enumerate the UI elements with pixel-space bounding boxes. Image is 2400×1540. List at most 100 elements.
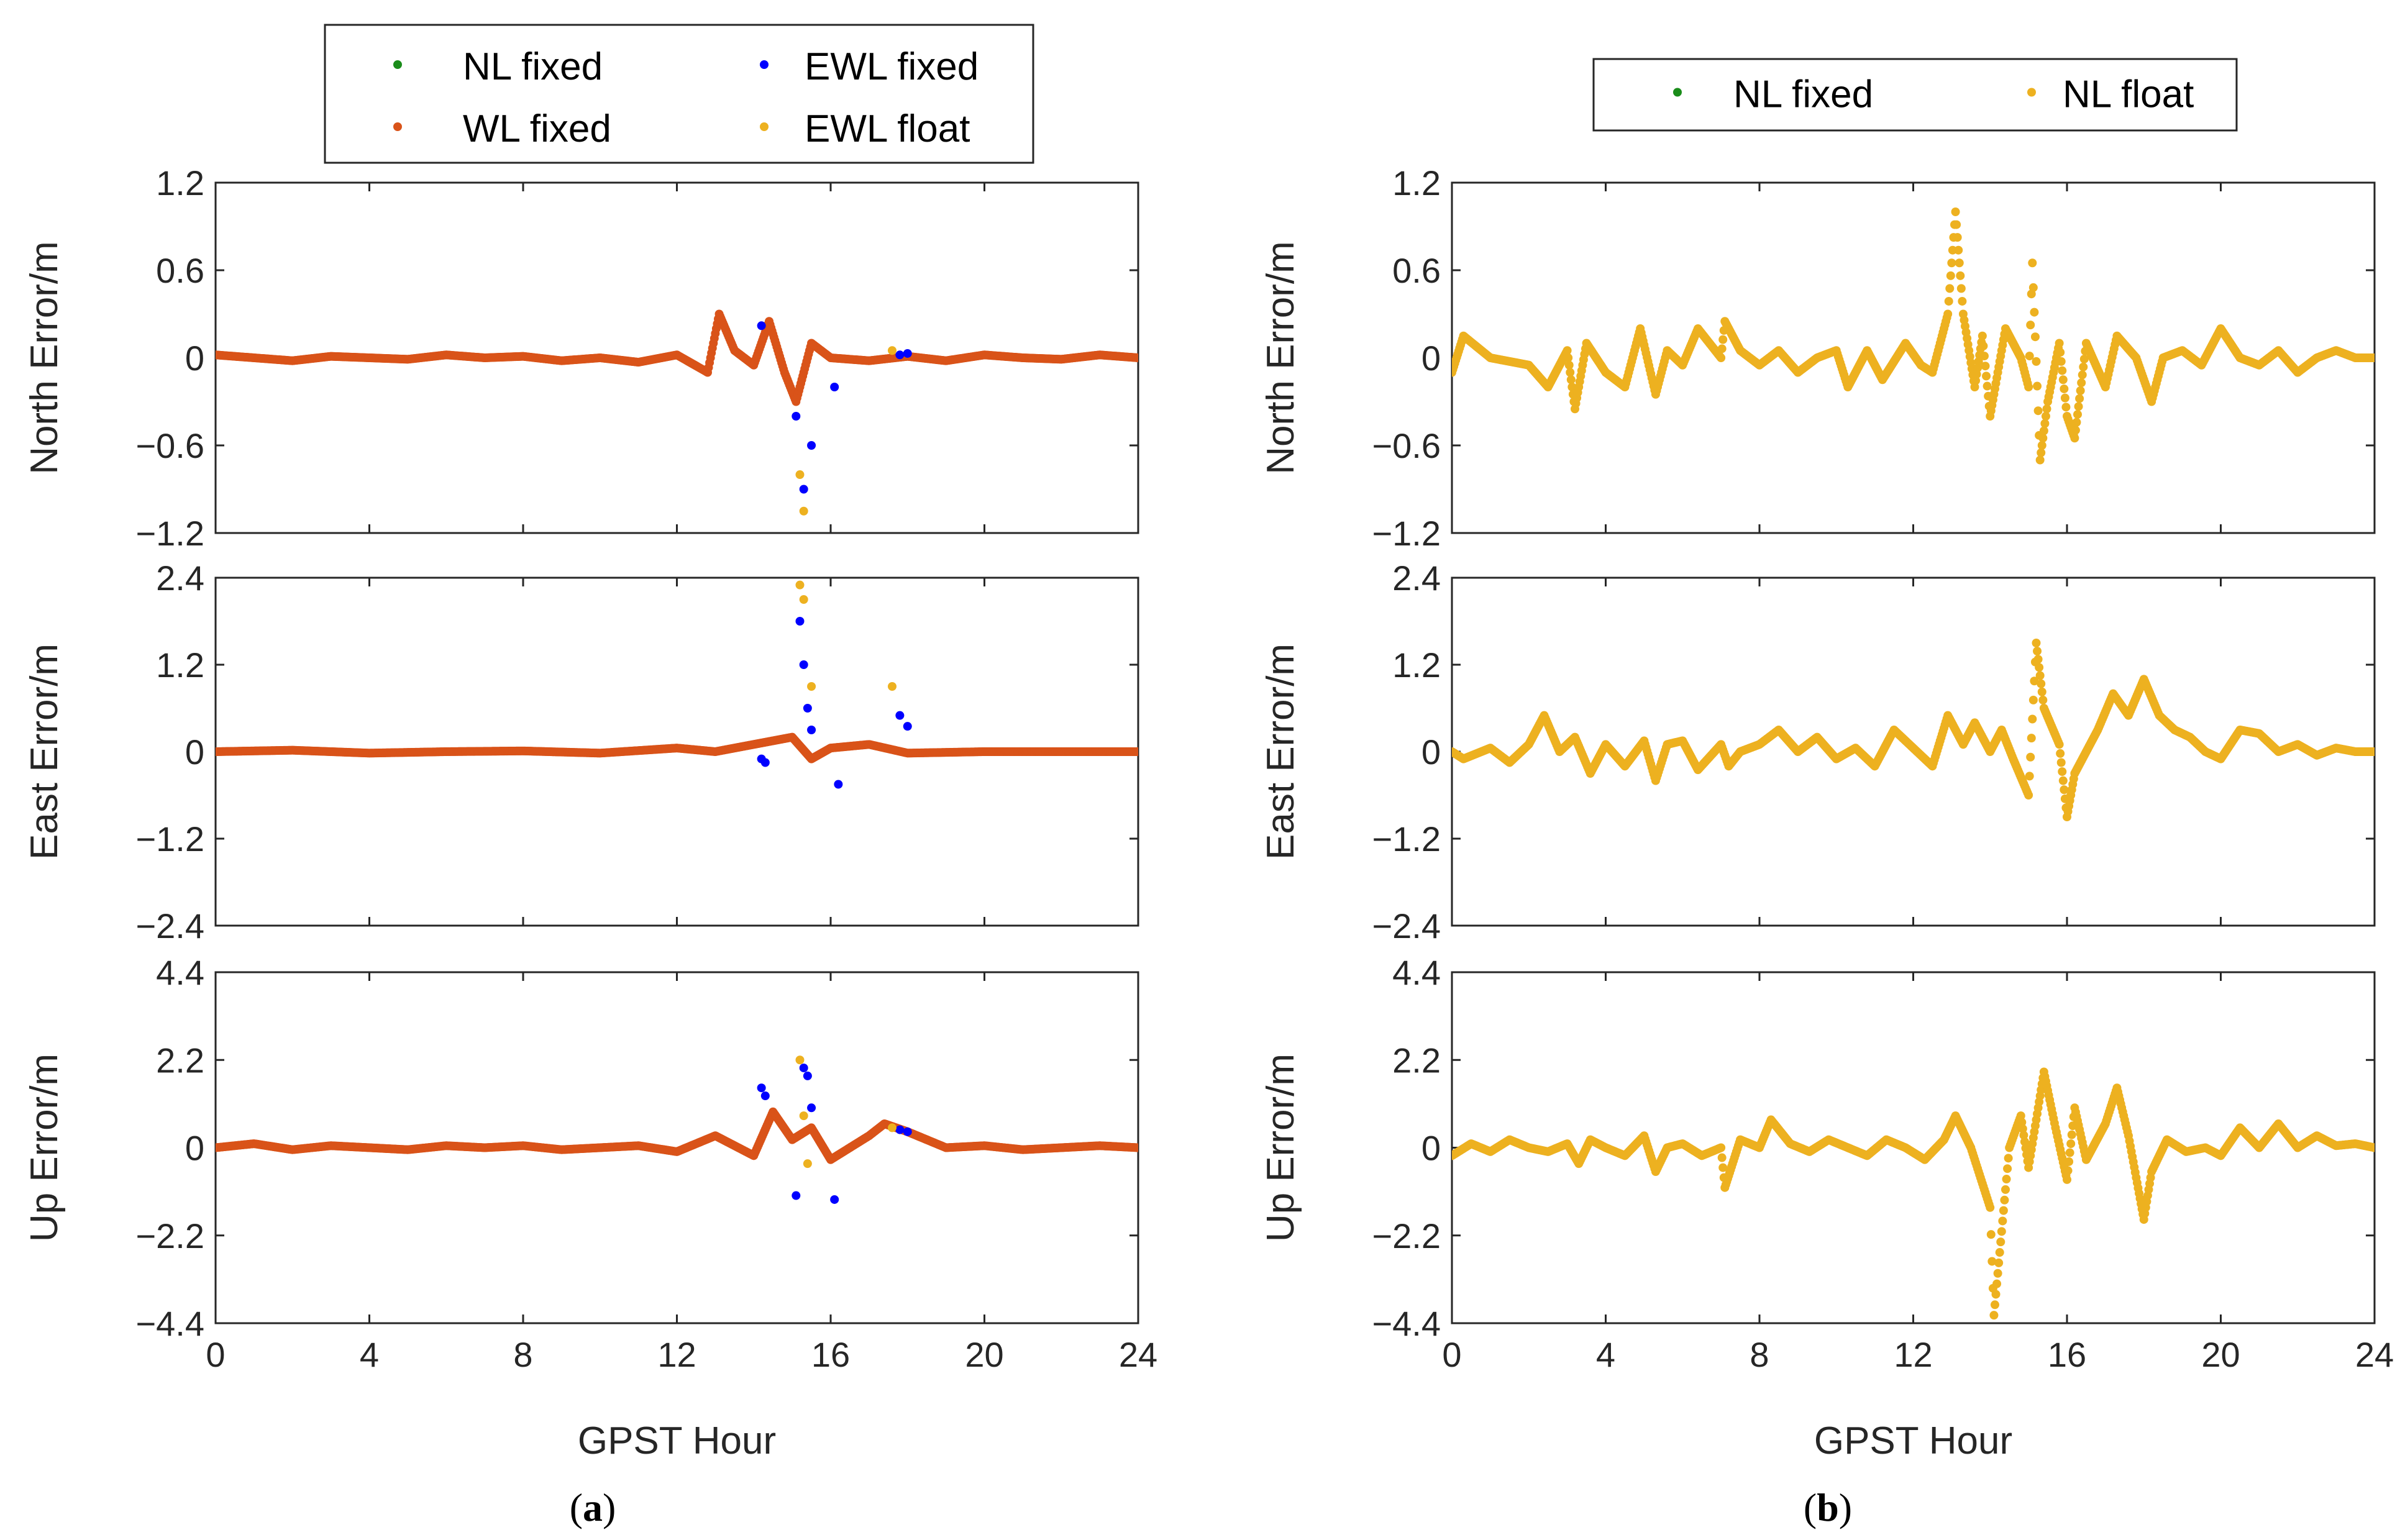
y-tick-label: 1.2	[1392, 645, 1441, 685]
y-tick-label: 0	[1421, 339, 1441, 378]
data-point	[2037, 687, 2046, 696]
data-point	[1952, 220, 1961, 229]
data-point	[807, 441, 816, 450]
series-group	[1452, 639, 2375, 821]
x-tick-label: 4	[360, 1335, 379, 1374]
data-point	[1567, 383, 1577, 391]
data-point	[2079, 362, 2088, 371]
series-nl_float	[1452, 639, 2375, 821]
x-axis-label: GPST Hour	[578, 1419, 776, 1462]
data-point	[2028, 283, 2038, 292]
data-point	[803, 704, 812, 713]
data-point	[807, 1103, 816, 1113]
y-tick-label: −2.4	[135, 906, 204, 945]
data-point	[2030, 308, 2039, 317]
y-tick-label: −1.2	[1372, 514, 1441, 553]
data-point	[1983, 381, 1992, 391]
data-point	[1566, 368, 1575, 377]
y-tick-label: −1.2	[135, 819, 204, 859]
data-point	[2035, 671, 2045, 680]
data-point	[2077, 378, 2086, 388]
data-point	[2056, 348, 2065, 357]
data-point	[2370, 353, 2375, 362]
series-ewl_float	[795, 580, 897, 691]
data-point	[2076, 386, 2085, 395]
y-tick-label: 4.4	[156, 953, 204, 992]
data-point	[903, 1127, 912, 1136]
data-point	[2035, 455, 2045, 465]
series-ewl_float	[795, 1055, 897, 1169]
data-point	[888, 346, 897, 355]
data-point	[2073, 410, 2083, 419]
data-point	[2025, 352, 2034, 361]
series-ewl_fixed	[757, 1064, 912, 1204]
data-point	[2033, 655, 2043, 664]
x-tick-label: 0	[206, 1335, 225, 1374]
data-point	[2028, 695, 2038, 704]
x-tick-label: 12	[657, 1335, 696, 1374]
y-tick-label: −2.2	[135, 1216, 204, 1255]
data-point	[2032, 357, 2041, 366]
data-point	[2033, 381, 2042, 391]
data-point	[799, 1111, 808, 1121]
y-tick-label: −0.6	[135, 426, 204, 465]
data-point	[2024, 791, 2033, 800]
y-axis-label: East Error/m	[1259, 644, 1302, 860]
data-point	[2056, 749, 2065, 758]
data-point	[1982, 371, 1991, 381]
y-tick-label: 0.6	[1392, 251, 1441, 290]
data-point	[2030, 332, 2040, 342]
data-point	[895, 711, 905, 720]
series-wl_fixed	[216, 732, 1138, 763]
data-point	[2058, 776, 2068, 785]
data-point	[792, 1191, 801, 1200]
y-tick-label: 2.2	[156, 1041, 204, 1080]
series-nl_float	[1452, 207, 2375, 465]
data-point	[1134, 353, 1138, 362]
y-tick-label: −4.4	[135, 1304, 204, 1343]
data-point	[2060, 785, 2069, 795]
data-point	[834, 780, 843, 789]
x-tick-label: 8	[513, 1335, 532, 1374]
y-tick-label: −2.4	[1372, 906, 1441, 945]
data-point	[1954, 245, 1963, 255]
data-point	[803, 1159, 812, 1169]
data-point	[2056, 758, 2066, 767]
data-point	[1981, 362, 1990, 371]
data-point	[1956, 284, 1966, 293]
data-point	[2040, 419, 2050, 428]
data-point	[903, 349, 912, 358]
y-tick-label: 1.2	[156, 163, 204, 203]
data-point	[2027, 734, 2036, 743]
data-point	[830, 1195, 839, 1204]
data-point	[1718, 335, 1728, 344]
y-tick-label: 1.2	[156, 645, 204, 685]
data-point	[2037, 679, 2046, 688]
y-axis-label: North Error/m	[1259, 241, 1302, 474]
data-point	[1974, 357, 1983, 366]
data-point	[2060, 384, 2069, 393]
series-wl_fixed	[216, 309, 1138, 406]
data-point	[1564, 360, 1574, 370]
series-ewl_fixed	[757, 617, 912, 789]
x-tick-label: 24	[1119, 1335, 1157, 1374]
y-axis-label: East Error/m	[23, 644, 66, 860]
data-point	[803, 1071, 812, 1080]
y-tick-label: 0.6	[156, 251, 204, 290]
data-point	[1955, 258, 1964, 268]
data-point	[1945, 284, 1955, 293]
data-point	[2042, 404, 2051, 414]
data-point	[2038, 695, 2048, 704]
data-point	[1134, 1143, 1138, 1152]
y-tick-label: −1.2	[135, 514, 204, 553]
data-point	[2032, 639, 2041, 647]
data-point	[1946, 271, 1955, 280]
data-point	[760, 1091, 770, 1101]
data-point	[2033, 647, 2042, 656]
data-point	[1979, 352, 1989, 361]
y-tick-label: −1.2	[1372, 819, 1441, 859]
data-point	[795, 470, 805, 479]
